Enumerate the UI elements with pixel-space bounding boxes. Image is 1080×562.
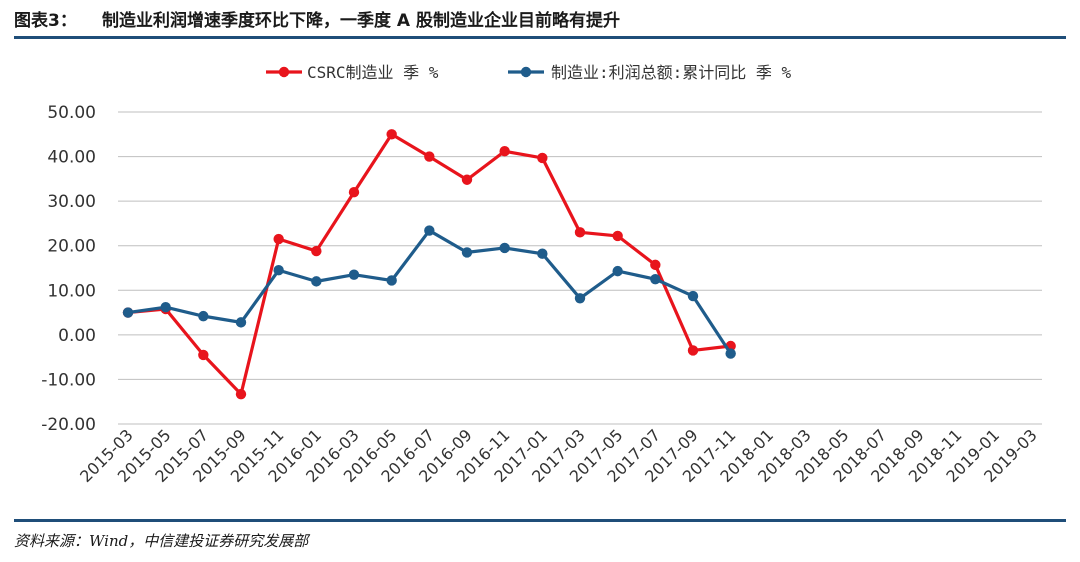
source-note: 资料来源：Wind，中信建投证券研究发展部 bbox=[14, 532, 309, 550]
legend: CSRC制造业 季 % 制造业:利润总额:累计同比 季 % bbox=[266, 63, 792, 82]
y-axis-ticks: 50.00 40.00 30.00 20.00 10.00 0.00 -10.00 -20.0… bbox=[41, 103, 96, 435]
top-rule bbox=[14, 36, 1066, 39]
data-point bbox=[650, 273, 661, 285]
data-point bbox=[461, 247, 473, 258]
data-point bbox=[499, 242, 510, 254]
data-point bbox=[650, 259, 661, 271]
figure-label: 图表3： bbox=[14, 11, 77, 31]
data-point bbox=[235, 388, 247, 400]
data-point bbox=[574, 227, 586, 238]
y-tick-label: 40.00 bbox=[47, 148, 96, 168]
data-point bbox=[725, 348, 736, 359]
y-tick-label: 10.00 bbox=[47, 281, 96, 301]
line-chart: 50.00 40.00 30.00 20.00 10.00 0.00 -10.00 -20.0… bbox=[41, 63, 1042, 486]
data-point bbox=[122, 307, 134, 318]
chart-title: 制造业利润增速季度环比下降，一季度 A 股制造业企业目前略有提升 bbox=[102, 11, 620, 31]
y-tick-label: 20.00 bbox=[47, 237, 96, 257]
grid-lines bbox=[118, 111, 1042, 425]
data-point bbox=[687, 290, 699, 302]
y-tick-label: -20.00 bbox=[41, 415, 96, 435]
data-point bbox=[574, 293, 586, 304]
data-point bbox=[386, 275, 397, 286]
series-line-1 bbox=[127, 132, 731, 396]
data-point bbox=[273, 265, 284, 276]
bottom-rule bbox=[14, 519, 1066, 522]
y-tick-label: 30.00 bbox=[47, 192, 96, 212]
data-point bbox=[424, 151, 435, 162]
x-axis-ticks: 2015-032015-052015-072015-092015-112016-… bbox=[76, 425, 1041, 486]
legend-label: 制造业:利润总额:累计同比 季 % bbox=[551, 63, 792, 82]
data-point bbox=[386, 129, 397, 140]
legend-swatch-marker bbox=[520, 66, 532, 78]
data-point bbox=[198, 349, 209, 361]
data-point bbox=[273, 233, 284, 245]
data-point bbox=[198, 310, 209, 322]
data-point bbox=[311, 276, 322, 287]
legend-swatch-marker bbox=[278, 66, 290, 78]
data-point bbox=[160, 302, 171, 313]
data-point bbox=[537, 152, 548, 164]
data-point bbox=[687, 345, 699, 356]
legend-label: CSRC制造业 季 % bbox=[307, 63, 439, 82]
data-point bbox=[537, 248, 548, 259]
data-point bbox=[348, 269, 360, 280]
data-point bbox=[612, 230, 623, 242]
chart-header: 图表3： 制造业利润增速季度环比下降，一季度 A 股制造业企业目前略有提升 bbox=[14, 6, 620, 31]
series-lines bbox=[122, 129, 736, 400]
data-point bbox=[348, 187, 360, 198]
y-tick-label: 50.00 bbox=[47, 103, 96, 123]
y-tick-label: 0.00 bbox=[58, 326, 96, 346]
data-point bbox=[461, 174, 473, 185]
y-tick-label: -10.00 bbox=[41, 370, 96, 390]
data-point bbox=[612, 265, 623, 277]
data-point bbox=[311, 245, 322, 257]
data-point bbox=[499, 146, 510, 157]
data-point bbox=[424, 225, 435, 236]
data-point bbox=[235, 317, 247, 328]
